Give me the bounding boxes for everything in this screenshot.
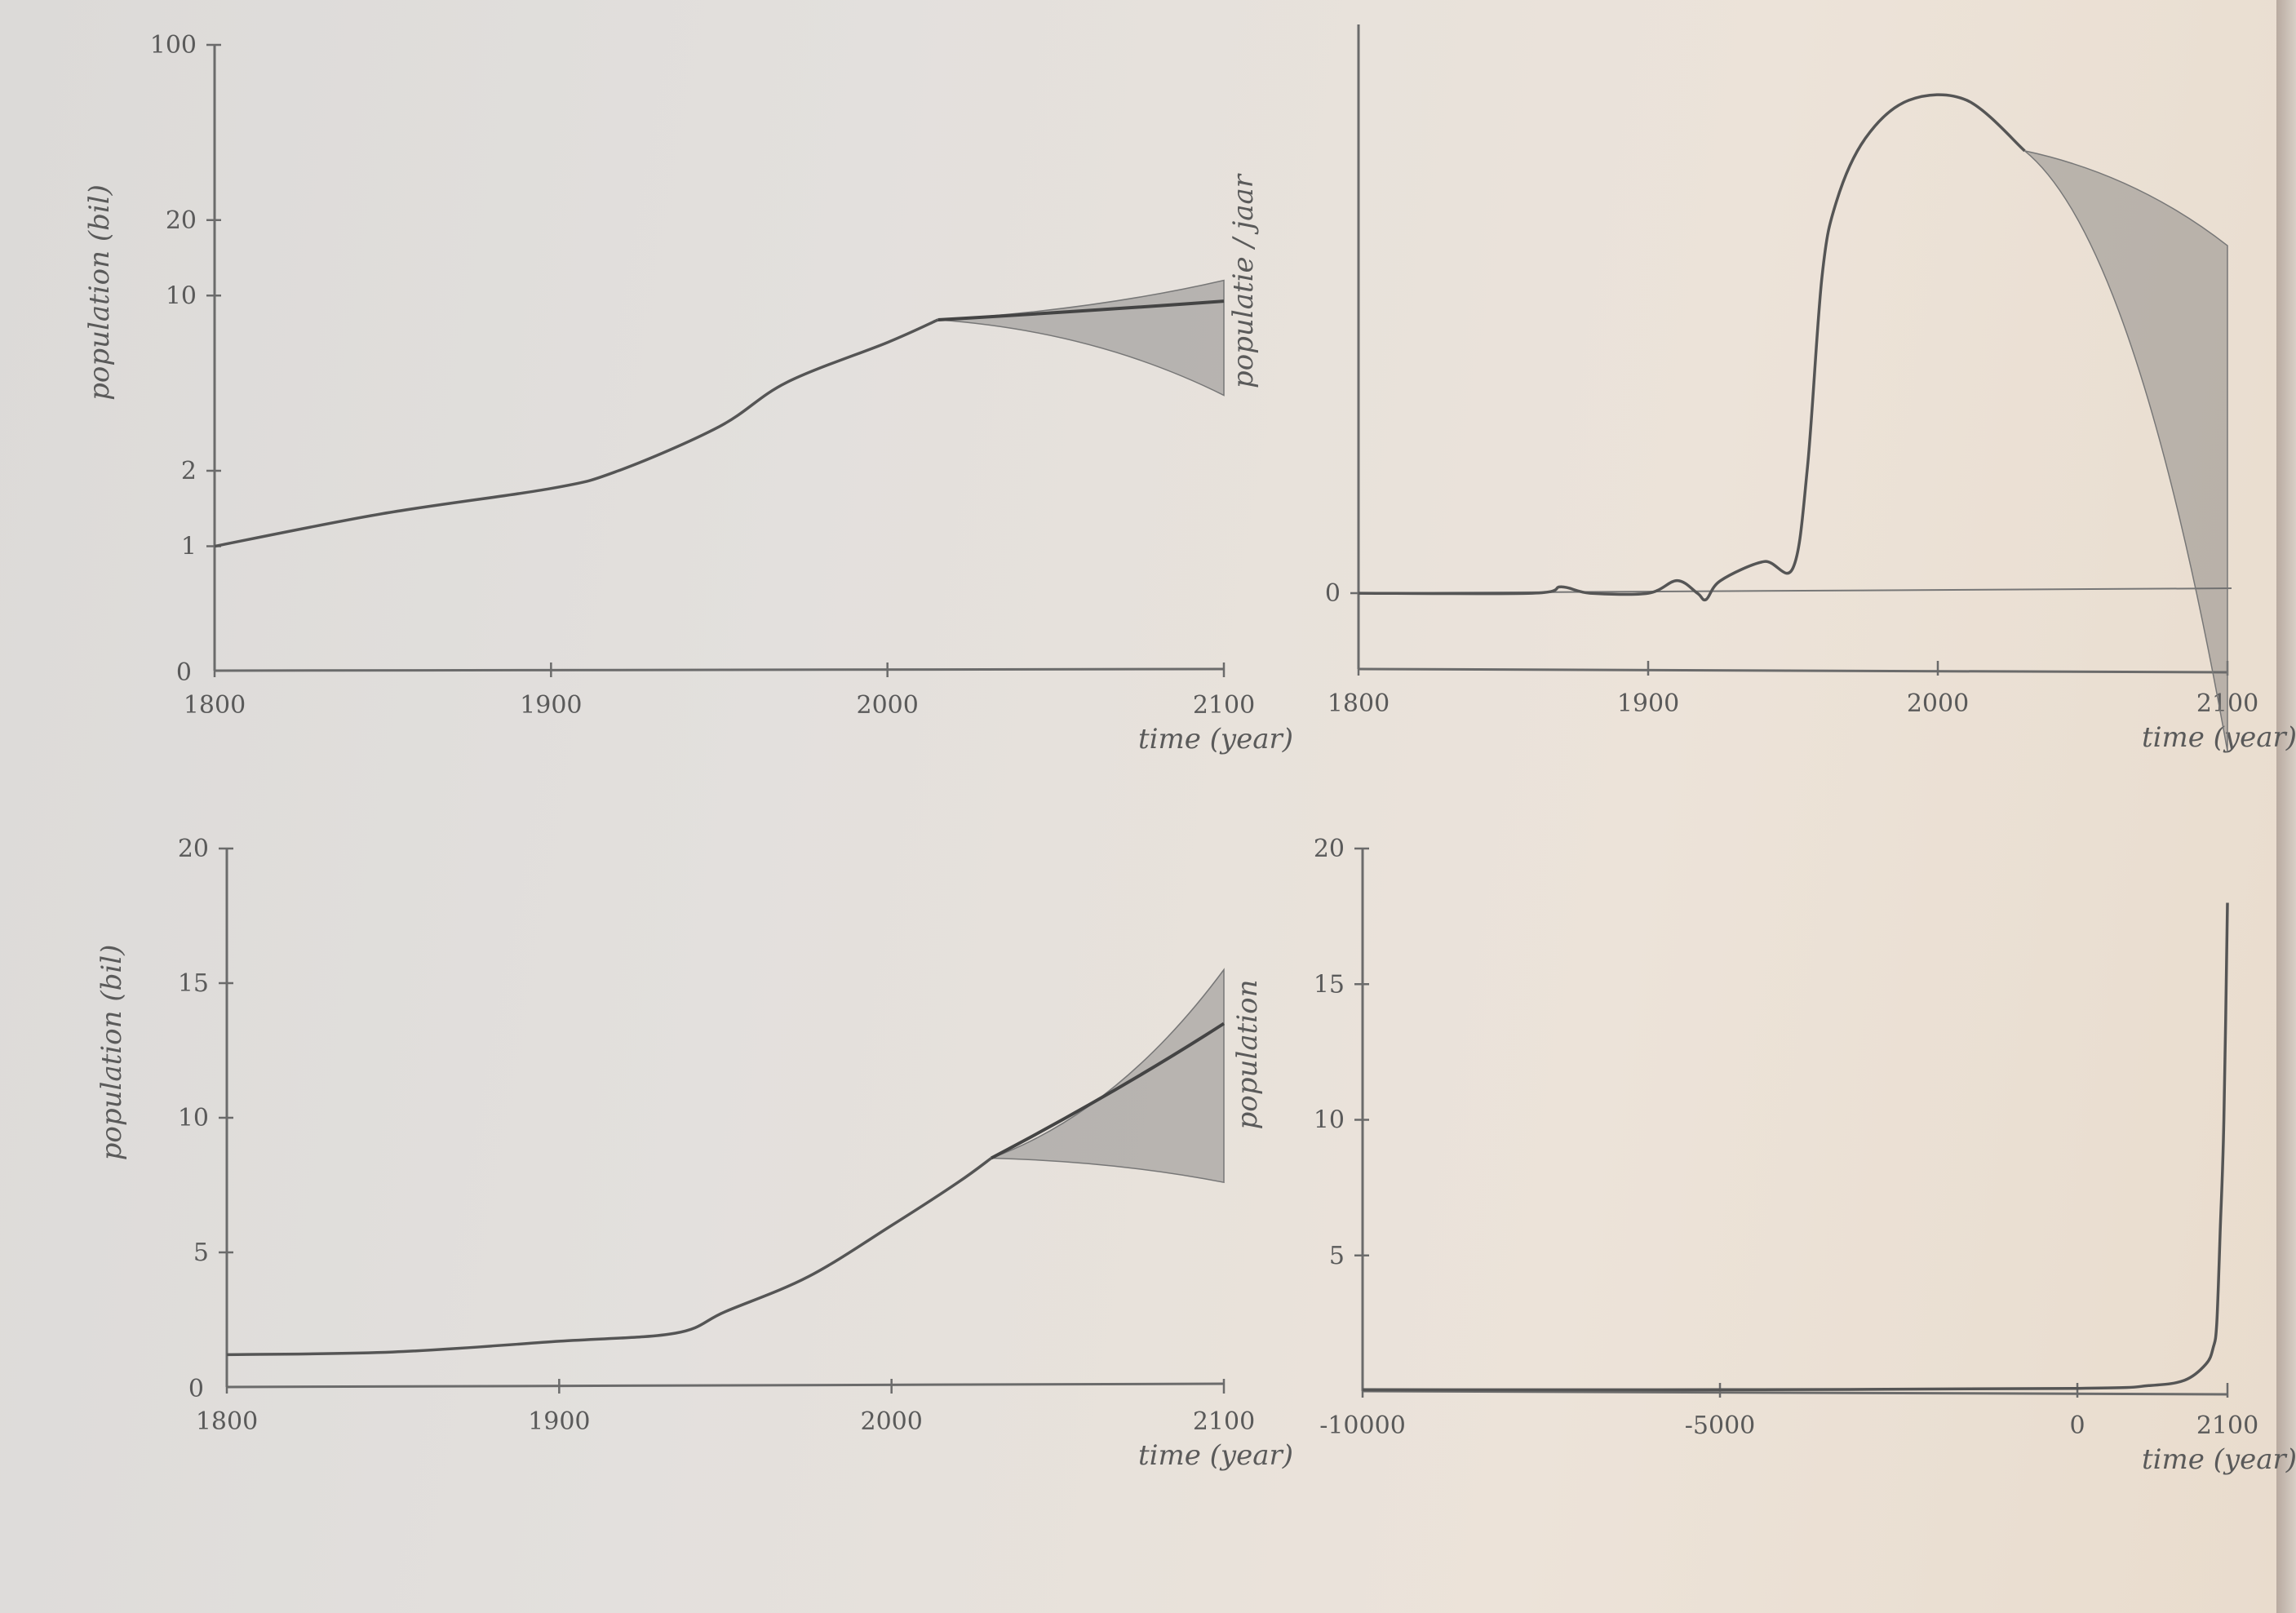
x-axis-line (1358, 667, 2228, 674)
y-axis-label: populatie / jaar (1227, 173, 1260, 388)
series-line (226, 1157, 992, 1357)
y-axis-label: population (bil) (95, 945, 128, 1161)
y-tick-label: 20 (178, 835, 209, 863)
x-axis-line (1362, 1389, 2228, 1396)
x-tick-label: -10000 (1319, 1411, 1406, 1440)
y-zero-label: 0 (176, 658, 192, 687)
x-tick-label: 2100 (2196, 1411, 2258, 1440)
y-tick-label: 20 (166, 206, 197, 235)
x-axis-line (226, 1382, 1225, 1389)
x-tick-label: 1800 (1328, 689, 1390, 718)
series-line (1362, 902, 2229, 1392)
x-axis-label: time (year) (1138, 1439, 1293, 1472)
x-axis-label: time (year) (2142, 1443, 2296, 1476)
x-tick-label: 1900 (520, 691, 582, 720)
x-tick-label: 1800 (196, 1407, 258, 1436)
x-tick-label: 2000 (856, 691, 918, 720)
x-tick-label: 1800 (184, 691, 246, 720)
x-tick-label: 2000 (1907, 689, 1969, 718)
series-line (214, 318, 939, 548)
x-tick-label: -5000 (1685, 1411, 1755, 1440)
paper-edge (2276, 0, 2296, 1613)
projection-fan (937, 279, 1225, 397)
series-line (1358, 93, 2026, 602)
y-tick-label: 10 (1314, 1106, 1345, 1135)
y-tick-label: 0 (1325, 579, 1341, 608)
y-tick-label: 5 (193, 1239, 209, 1267)
y-tick-label: 5 (1329, 1242, 1345, 1270)
x-tick-label: 2100 (1193, 1407, 1255, 1436)
projection-central-line (937, 299, 1225, 322)
y-tick-label: 2 (181, 457, 197, 485)
y-tick-label: 10 (178, 1104, 209, 1132)
x-axis-label: time (year) (2142, 721, 2296, 754)
y-axis-label: population (1231, 980, 1264, 1130)
y-tick-label: 10 (166, 281, 197, 310)
y-zero-label: 0 (188, 1375, 204, 1403)
y-tick-label: 15 (178, 969, 209, 998)
x-tick-label: 0 (2069, 1411, 2085, 1440)
y-axis-label: population (bil) (83, 184, 116, 401)
x-tick-label: 1900 (1617, 689, 1679, 718)
chart-linear-population: 1800 1900 2000 2100 5 10 15 20 0 time (year) popul… (95, 835, 1293, 1472)
chart-log-population: 1800 1900 2000 2100 1 2 10 20 100 0 time (year) pop… (83, 31, 1293, 756)
x-tick-label: 1900 (528, 1407, 590, 1436)
projection-fan (2024, 150, 2228, 751)
projection-central-line (990, 1021, 1226, 1160)
y-tick-label: 15 (1314, 970, 1345, 999)
y-tick-label: 1 (181, 533, 197, 561)
x-tick-label: 2000 (860, 1407, 922, 1436)
x-tick-label: 2100 (1193, 691, 1255, 720)
x-axis-label: time (year) (1138, 723, 1293, 756)
y-tick-label: 100 (150, 31, 197, 60)
chart-long-term-population: -10000 -5000 0 2100 5 10 15 20 time (year) popula… (1231, 835, 2296, 1476)
projection-fan (991, 968, 1225, 1184)
y-tick-label: 20 (1314, 835, 1345, 863)
x-axis-line (214, 667, 1225, 672)
